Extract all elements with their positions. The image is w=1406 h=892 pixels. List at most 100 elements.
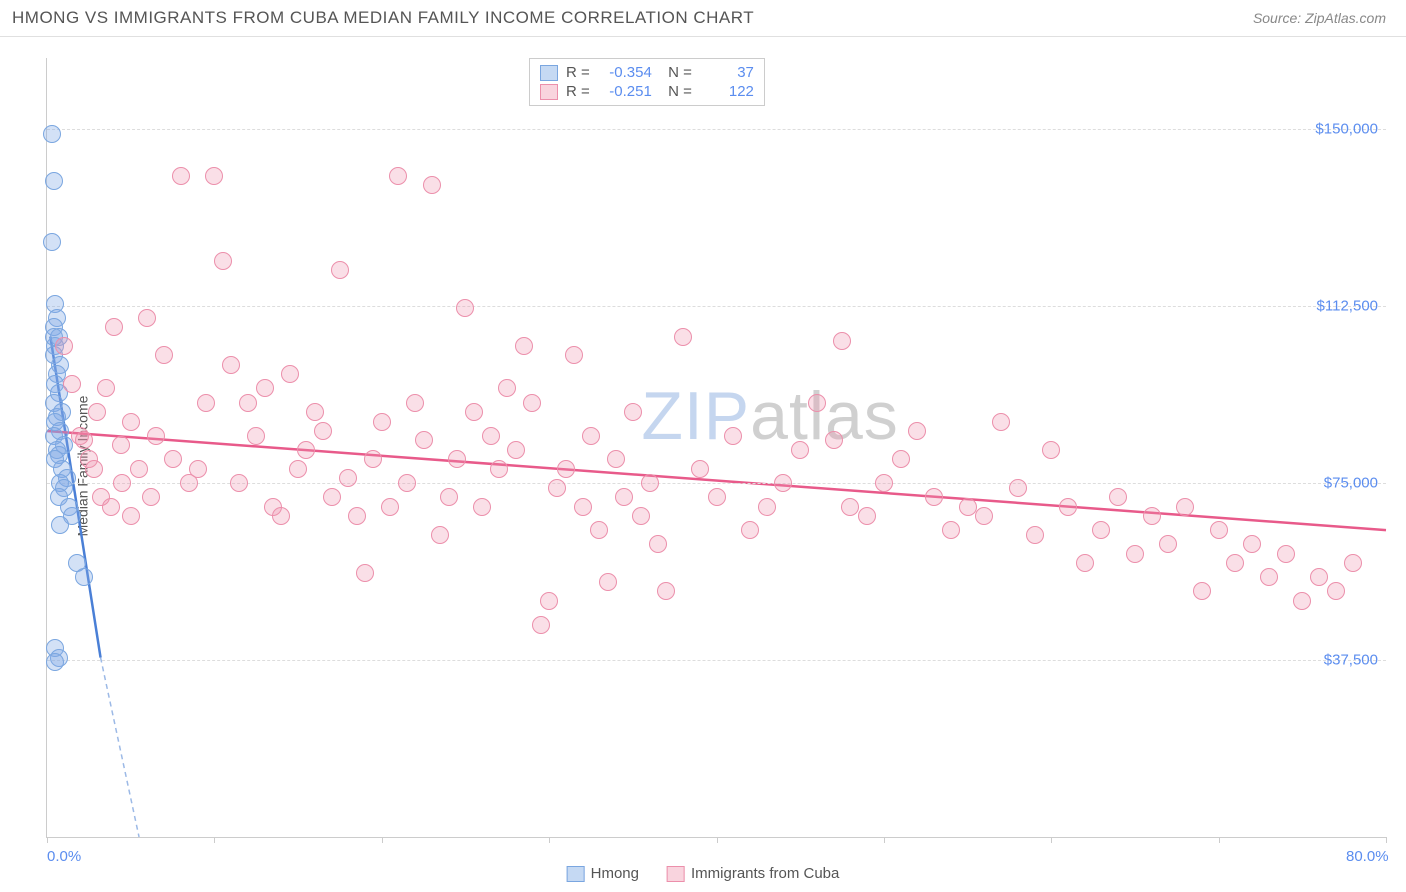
data-point xyxy=(448,450,466,468)
legend-swatch-1 xyxy=(567,866,585,882)
gridline xyxy=(47,660,1386,661)
data-point xyxy=(574,498,592,516)
x-tick xyxy=(549,837,550,843)
x-tick-label: 80.0% xyxy=(1346,848,1389,865)
data-point xyxy=(97,379,115,397)
data-point xyxy=(791,441,809,459)
data-point xyxy=(1159,535,1177,553)
data-point xyxy=(306,403,324,421)
stats-row-2: R = -0.251 N = 122 xyxy=(540,82,754,101)
data-point xyxy=(381,498,399,516)
data-point xyxy=(724,427,742,445)
y-tick-label: $150,000 xyxy=(1315,120,1378,137)
data-point xyxy=(214,252,232,270)
data-point xyxy=(548,479,566,497)
data-point xyxy=(1226,554,1244,572)
data-point xyxy=(1092,521,1110,539)
legend-label-2: Immigrants from Cuba xyxy=(691,865,839,882)
data-point xyxy=(1009,479,1027,497)
data-point xyxy=(908,422,926,440)
n-value-2: 122 xyxy=(700,83,754,100)
data-point xyxy=(272,507,290,525)
data-point xyxy=(122,507,140,525)
data-point xyxy=(147,427,165,445)
data-point xyxy=(373,413,391,431)
data-point xyxy=(43,233,61,251)
data-point xyxy=(1293,592,1311,610)
chart-source: Source: ZipAtlas.com xyxy=(1253,10,1386,26)
data-point xyxy=(164,450,182,468)
data-point xyxy=(431,526,449,544)
data-point xyxy=(138,309,156,327)
data-point xyxy=(63,375,81,393)
plot-area: ZIPatlas R = -0.354 N = 37 R = -0.251 N … xyxy=(46,58,1386,838)
data-point xyxy=(632,507,650,525)
data-point xyxy=(942,521,960,539)
chart-header: HMONG VS IMMIGRANTS FROM CUBA MEDIAN FAM… xyxy=(0,0,1406,37)
data-point xyxy=(691,460,709,478)
data-point xyxy=(155,346,173,364)
r-label: R = xyxy=(566,83,590,100)
data-point xyxy=(708,488,726,506)
data-point xyxy=(482,427,500,445)
x-tick xyxy=(1386,837,1387,843)
data-point xyxy=(389,167,407,185)
gridline xyxy=(47,306,1386,307)
x-tick xyxy=(1051,837,1052,843)
data-point xyxy=(774,474,792,492)
data-point xyxy=(297,441,315,459)
data-point xyxy=(808,394,826,412)
r-value-1: -0.354 xyxy=(598,64,652,81)
x-tick xyxy=(214,837,215,843)
data-point xyxy=(925,488,943,506)
data-point xyxy=(741,521,759,539)
data-point xyxy=(1143,507,1161,525)
swatch-series-2 xyxy=(540,84,558,100)
data-point xyxy=(590,521,608,539)
data-point xyxy=(582,427,600,445)
data-point xyxy=(758,498,776,516)
data-point xyxy=(507,441,525,459)
data-point xyxy=(641,474,659,492)
legend-item-2: Immigrants from Cuba xyxy=(667,865,839,882)
data-point xyxy=(833,332,851,350)
data-point xyxy=(1176,498,1194,516)
data-point xyxy=(88,403,106,421)
y-tick-label: $75,000 xyxy=(1324,474,1378,491)
data-point xyxy=(423,176,441,194)
data-point xyxy=(465,403,483,421)
data-point xyxy=(46,653,64,671)
data-point xyxy=(406,394,424,412)
data-point xyxy=(599,573,617,591)
data-point xyxy=(1059,498,1077,516)
data-point xyxy=(55,337,73,355)
data-point xyxy=(130,460,148,478)
data-point xyxy=(75,431,93,449)
data-point xyxy=(858,507,876,525)
data-point xyxy=(565,346,583,364)
x-tick xyxy=(382,837,383,843)
data-point xyxy=(607,450,625,468)
x-tick xyxy=(1219,837,1220,843)
data-point xyxy=(657,582,675,600)
data-point xyxy=(189,460,207,478)
data-point xyxy=(1327,582,1345,600)
legend-swatch-2 xyxy=(667,866,685,882)
data-point xyxy=(142,488,160,506)
data-point xyxy=(1126,545,1144,563)
data-point xyxy=(523,394,541,412)
stats-legend: R = -0.354 N = 37 R = -0.251 N = 122 xyxy=(529,58,765,106)
data-point xyxy=(473,498,491,516)
legend-item-1: Hmong xyxy=(567,865,639,882)
data-point xyxy=(1042,441,1060,459)
data-point xyxy=(1260,568,1278,586)
swatch-series-1 xyxy=(540,65,558,81)
r-label: R = xyxy=(566,64,590,81)
data-point xyxy=(197,394,215,412)
data-point xyxy=(841,498,859,516)
gridline xyxy=(47,129,1386,130)
watermark: ZIPatlas xyxy=(641,377,898,455)
data-point xyxy=(1277,545,1295,563)
data-point xyxy=(1210,521,1228,539)
data-point xyxy=(456,299,474,317)
